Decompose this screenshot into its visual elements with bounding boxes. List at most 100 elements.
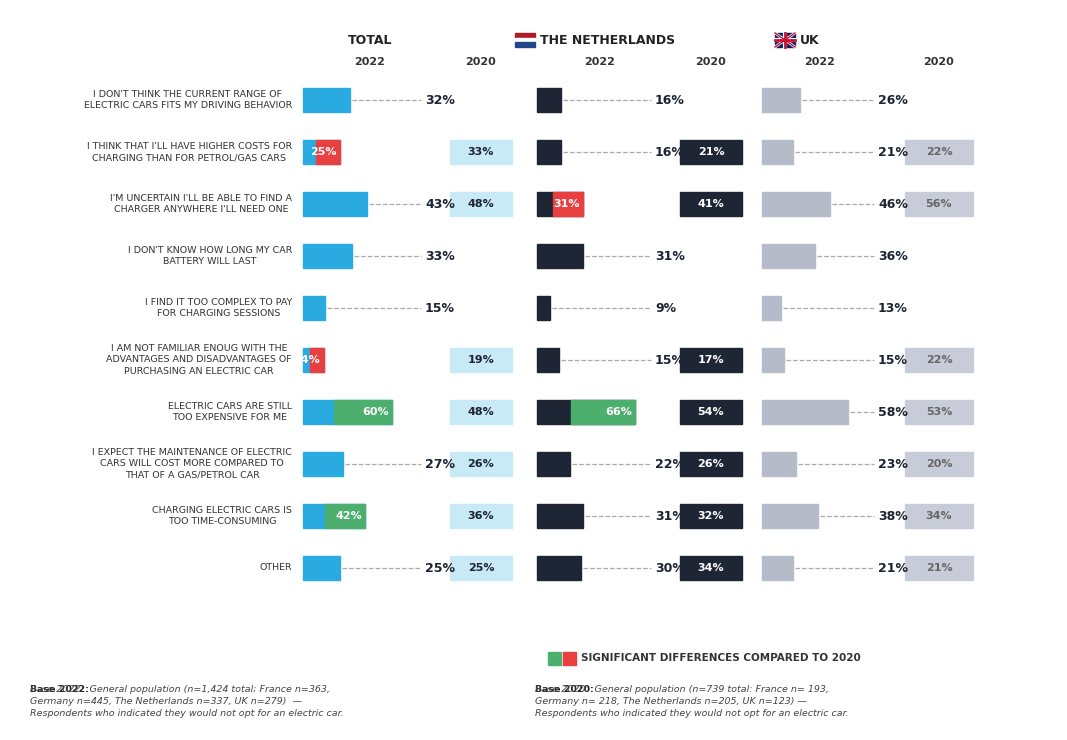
Bar xyxy=(762,244,815,268)
Bar xyxy=(905,140,973,164)
Text: 21%: 21% xyxy=(926,563,953,573)
Text: 53%: 53% xyxy=(926,407,952,417)
Bar xyxy=(303,400,392,424)
Bar xyxy=(905,192,973,216)
Text: 15%: 15% xyxy=(878,354,908,366)
Bar xyxy=(324,504,365,528)
Text: 41%: 41% xyxy=(698,199,724,209)
Text: 27%: 27% xyxy=(425,457,455,471)
Bar xyxy=(762,452,796,476)
Bar xyxy=(316,140,340,164)
Text: THE NETHERLANDS: THE NETHERLANDS xyxy=(540,33,675,47)
Text: 36%: 36% xyxy=(467,511,494,521)
Bar xyxy=(537,556,582,580)
Text: 48%: 48% xyxy=(467,407,494,417)
Bar xyxy=(537,400,635,424)
Text: TOTAL: TOTAL xyxy=(348,33,393,47)
Text: 23%: 23% xyxy=(878,457,908,471)
Text: 34%: 34% xyxy=(698,563,724,573)
Bar xyxy=(537,244,583,268)
Bar xyxy=(548,651,561,665)
Bar xyxy=(303,452,343,476)
Text: I'M UNCERTAIN I'LL BE ABLE TO FIND A
CHARGER ANYWHERE I'LL NEED ONE: I'M UNCERTAIN I'LL BE ABLE TO FIND A CHA… xyxy=(110,194,292,214)
Text: 38%: 38% xyxy=(878,510,908,522)
Text: OTHER: OTHER xyxy=(259,563,292,573)
Bar xyxy=(571,400,635,424)
Text: ELECTRIC CARS ARE STILL
TOO EXPENSIVE FOR ME: ELECTRIC CARS ARE STILL TOO EXPENSIVE FO… xyxy=(168,402,292,422)
Bar xyxy=(762,140,793,164)
Text: 2020: 2020 xyxy=(465,57,496,67)
Text: 66%: 66% xyxy=(605,407,632,417)
Bar xyxy=(905,400,973,424)
Text: I EXPECT THE MAINTENANCE OF ELECTRIC
CARS WILL COST MORE COMPARED TO
THAT OF A G: I EXPECT THE MAINTENANCE OF ELECTRIC CAR… xyxy=(92,448,292,480)
Bar xyxy=(303,88,350,112)
Bar xyxy=(680,192,742,216)
Text: 20%: 20% xyxy=(926,459,952,469)
Bar xyxy=(303,192,367,216)
Text: 2020: 2020 xyxy=(696,57,727,67)
Bar xyxy=(762,296,781,320)
Text: 54%: 54% xyxy=(698,407,724,417)
Text: 42%: 42% xyxy=(335,511,362,521)
Text: 25%: 25% xyxy=(310,147,337,157)
Bar xyxy=(450,140,512,164)
Bar xyxy=(680,348,742,372)
Bar xyxy=(762,556,793,580)
Text: 22%: 22% xyxy=(926,147,953,157)
Text: Base 2022:  General population (n=1,424 total; France n=363,
Germany n=445, The : Base 2022: General population (n=1,424 t… xyxy=(30,685,344,718)
Text: SIGNIFICANT DIFFERENCES COMPARED TO 2020: SIGNIFICANT DIFFERENCES COMPARED TO 2020 xyxy=(582,653,861,663)
Text: 21%: 21% xyxy=(878,562,908,574)
Bar xyxy=(303,296,325,320)
Bar xyxy=(537,192,583,216)
Text: 17%: 17% xyxy=(698,355,724,365)
Text: 21%: 21% xyxy=(698,147,724,157)
Bar xyxy=(515,42,535,47)
Bar xyxy=(905,452,973,476)
Text: Base 2022:: Base 2022: xyxy=(30,685,92,694)
Text: 22%: 22% xyxy=(655,457,685,471)
Bar xyxy=(762,192,830,216)
Bar xyxy=(515,38,535,42)
Bar xyxy=(537,88,560,112)
Bar xyxy=(450,400,512,424)
Text: 19%: 19% xyxy=(467,355,494,365)
Bar xyxy=(762,400,848,424)
Bar xyxy=(303,504,365,528)
Bar xyxy=(905,556,973,580)
Bar xyxy=(553,192,583,216)
Bar xyxy=(303,556,340,580)
Bar xyxy=(450,504,512,528)
Text: 26%: 26% xyxy=(878,93,908,107)
Text: 31%: 31% xyxy=(655,510,685,522)
Bar xyxy=(303,244,352,268)
Text: 25%: 25% xyxy=(425,562,455,574)
Bar xyxy=(537,452,570,476)
Bar xyxy=(450,348,512,372)
Text: 60%: 60% xyxy=(362,407,388,417)
Text: I DON'T THINK THE CURRENT RANGE OF
ELECTRIC CARS FITS MY DRIVING BEHAVIOR: I DON'T THINK THE CURRENT RANGE OF ELECT… xyxy=(83,90,292,110)
Text: 26%: 26% xyxy=(698,459,724,469)
Text: 33%: 33% xyxy=(425,249,455,263)
Text: 9%: 9% xyxy=(655,301,676,314)
Bar xyxy=(680,556,742,580)
Text: 31%: 31% xyxy=(655,249,685,263)
Text: 30%: 30% xyxy=(655,562,685,574)
Text: 15%: 15% xyxy=(425,301,455,314)
Bar xyxy=(450,452,512,476)
Bar xyxy=(905,504,973,528)
Text: 21%: 21% xyxy=(878,146,908,158)
Text: 13%: 13% xyxy=(878,301,908,314)
Bar xyxy=(450,556,512,580)
Text: 58%: 58% xyxy=(878,406,908,419)
Text: 32%: 32% xyxy=(698,511,724,521)
Bar xyxy=(450,192,512,216)
Text: 33%: 33% xyxy=(467,147,494,157)
Text: I DON'T KNOW HOW LONG MY CAR
BATTERY WILL LAST: I DON'T KNOW HOW LONG MY CAR BATTERY WIL… xyxy=(128,246,292,266)
Text: 14%: 14% xyxy=(294,355,321,365)
Bar xyxy=(680,504,742,528)
Text: 25%: 25% xyxy=(467,563,494,573)
Text: 2022: 2022 xyxy=(585,57,616,67)
Bar xyxy=(762,88,800,112)
Text: I AM NOT FAMILIAR ENOUG WITH THE
ADVANTAGES AND DISADVANTAGES OF
PURCHASING AN E: I AM NOT FAMILIAR ENOUG WITH THE ADVANTA… xyxy=(107,344,292,376)
Text: 36%: 36% xyxy=(878,249,908,263)
